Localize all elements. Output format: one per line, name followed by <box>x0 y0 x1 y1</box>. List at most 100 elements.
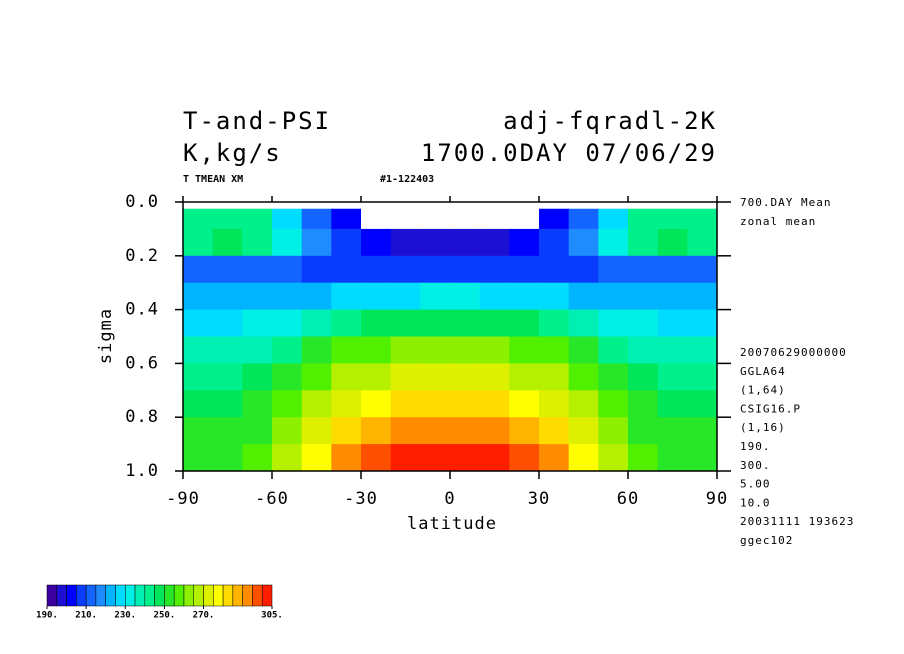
title-right-1: adj-fqradl-2K <box>503 107 717 135</box>
contour-cell <box>568 336 599 364</box>
colorbar-box <box>76 584 87 607</box>
contour-cell <box>301 417 332 445</box>
contour-cell <box>183 390 214 418</box>
contour-cell <box>539 282 570 311</box>
contour-cell <box>539 444 570 472</box>
colorbar-box <box>183 584 194 607</box>
contour-cell <box>539 255 570 284</box>
side-note: 5.00 <box>740 478 771 491</box>
contour-cell <box>212 336 243 364</box>
y-tick-label: 0.8 <box>125 407 159 427</box>
y-axis-label: sigma <box>96 308 116 364</box>
contour-cell <box>301 336 332 364</box>
x-tick-label: -60 <box>255 489 289 509</box>
contour-cell <box>420 444 451 472</box>
y-tick-label: 0.0 <box>125 192 159 212</box>
contour-cell <box>331 363 362 391</box>
contour-cell <box>242 208 273 230</box>
contour-cell <box>687 282 718 311</box>
colorbar-box <box>261 584 273 607</box>
x-tick-label: -90 <box>166 489 200 509</box>
x-axis-label: latitude <box>407 514 497 534</box>
x-tick-label: 90 <box>706 489 728 509</box>
contour-cell <box>183 255 214 284</box>
contour-cell <box>420 309 451 337</box>
contour-cell <box>479 282 510 311</box>
contour-cell <box>450 390 481 418</box>
contour-cell <box>479 228 510 257</box>
contour-cell <box>539 309 570 337</box>
contour-cell <box>212 282 243 311</box>
colorbar-box <box>115 584 126 607</box>
colorbar-box <box>85 584 97 607</box>
contour-cell <box>272 363 303 391</box>
contour-cell <box>657 336 688 364</box>
contour-cell <box>628 390 659 418</box>
contour-cell <box>539 363 570 391</box>
colorbar-box <box>242 584 253 607</box>
colorbar-box <box>66 584 77 607</box>
contour-cell <box>568 363 599 391</box>
title-left-2: K,kg/s <box>183 139 282 167</box>
contour-cell <box>598 208 629 230</box>
colorbar-box <box>46 584 58 607</box>
contour-cell <box>212 255 243 284</box>
contour-cell <box>361 309 392 337</box>
contour-cell <box>361 336 392 364</box>
contour-cell <box>272 282 303 311</box>
colorbar-box <box>193 584 204 607</box>
contour-cell <box>568 255 599 284</box>
contour-cell <box>479 255 510 284</box>
contour-cell <box>628 336 659 364</box>
contour-cell <box>687 390 718 418</box>
subtitle-right: #1-122403 <box>380 174 434 185</box>
contour-cell <box>242 390 273 418</box>
contour-cell <box>272 444 303 472</box>
contour-cell <box>598 363 629 391</box>
contour-cell <box>598 228 629 257</box>
contour-cell <box>509 336 540 364</box>
colorbar-label: 230. <box>114 611 136 621</box>
contour-cell <box>242 444 273 472</box>
contour-cell <box>657 255 688 284</box>
contour-cell <box>450 208 481 230</box>
side-note: 700.DAY Mean <box>740 196 831 209</box>
contour-cell <box>242 363 273 391</box>
contour-cell <box>568 417 599 445</box>
contour-cell <box>687 444 718 472</box>
contour-cell <box>509 417 540 445</box>
contour-cell <box>687 417 718 445</box>
contour-cell <box>390 444 421 472</box>
contour-cell <box>450 336 481 364</box>
contour-cell <box>509 228 540 257</box>
contour-cell <box>598 255 629 284</box>
contour-cell <box>242 309 273 337</box>
colorbar-box <box>125 584 136 607</box>
contour-cell <box>301 255 332 284</box>
contour-cell <box>242 282 273 311</box>
contour-cell <box>301 282 332 311</box>
contour-cell <box>687 208 718 230</box>
x-tick-label: -30 <box>344 489 378 509</box>
contour-cell <box>420 208 451 230</box>
contour-cell <box>420 417 451 445</box>
contour-cell <box>450 309 481 337</box>
contour-cell <box>479 417 510 445</box>
contour-cell <box>568 208 599 230</box>
contour-cell <box>361 390 392 418</box>
contour-cell <box>272 208 303 230</box>
colorbar-box <box>173 584 185 607</box>
contour-cell <box>183 309 214 337</box>
contour-cell <box>331 417 362 445</box>
contour-cell <box>390 282 421 311</box>
y-tick-label: 1.0 <box>125 461 159 481</box>
contour-cell <box>301 390 332 418</box>
contour-cell <box>331 282 362 311</box>
contour-cell <box>272 309 303 337</box>
contour-cell <box>509 444 540 472</box>
contour-cell <box>598 336 629 364</box>
contour-cell <box>568 309 599 337</box>
contour-cell <box>539 208 570 230</box>
contour-cell <box>361 208 392 230</box>
